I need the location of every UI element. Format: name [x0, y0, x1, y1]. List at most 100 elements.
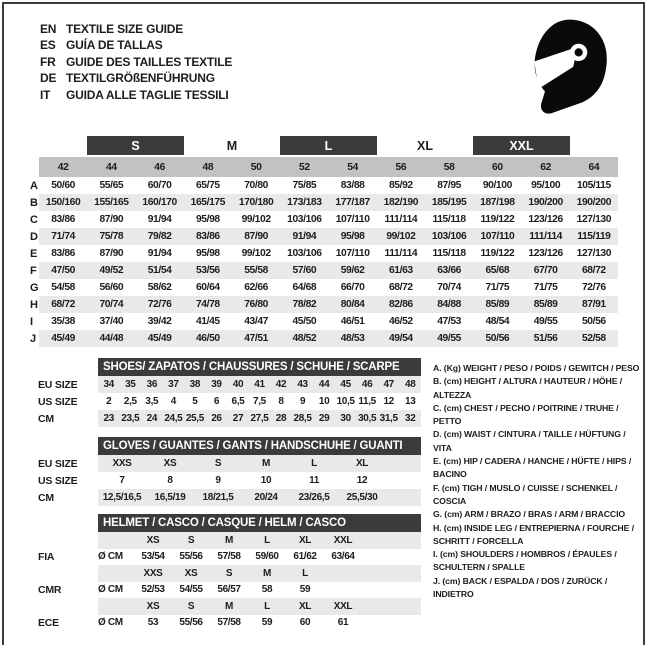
textile-size-table: S M L XL XXL 42 44 46 48 50 52 54 56 58 60 62 64 A 50/60 55…	[30, 136, 618, 347]
value-cell: 115/118	[432, 248, 466, 259]
size-header-cell: 58	[443, 161, 455, 173]
legend-item: E. (cm) HIP / CADERA / HANCHE / HÜFTE / …	[433, 456, 632, 480]
measurement-row: E 83/86 87/90 91/94 95/98 99/102 103/106 107/11…	[30, 245, 618, 262]
value-cell: 47/53	[437, 316, 462, 327]
value-cell: 46	[361, 379, 373, 390]
row-label: I	[30, 315, 34, 328]
legend-item: J. (cm) BACK / ESPALDA / DOS / ZURÜCK / …	[433, 575, 608, 600]
value-cell: 72/76	[581, 282, 606, 293]
value-cell: 49/55	[437, 333, 462, 344]
value-cell: 55/56	[179, 551, 203, 563]
size-header-cell: XL	[298, 600, 312, 612]
value-cell: 74/78	[195, 299, 220, 310]
language-code: DE	[40, 71, 57, 86]
value-cell: 51/56	[533, 333, 558, 344]
row-label: CM	[38, 491, 54, 504]
value-cell: 59/62	[340, 265, 365, 276]
value-cell: 3,5	[145, 396, 159, 407]
value-cell: 76/80	[244, 299, 269, 310]
value-cell: 34	[103, 379, 115, 390]
size-header-cell: 52	[299, 161, 310, 173]
value-cell: 10	[318, 396, 330, 407]
value-cell: 68/72	[581, 265, 606, 276]
size-group-m: M	[226, 138, 238, 153]
value-cell: 185/195	[431, 197, 467, 208]
value-cell: 44	[318, 379, 330, 390]
value-cell: 68/72	[51, 299, 76, 310]
value-cell: 55/65	[99, 180, 124, 191]
value-cell: 65/75	[195, 180, 220, 191]
value-cell: 63/66	[437, 265, 462, 276]
row-label: B	[30, 196, 38, 209]
value-cell: 103/106	[431, 231, 467, 242]
value-cell: 52/58	[581, 333, 606, 344]
size-header-cell: M	[225, 600, 233, 612]
value-cell: 18/21,5	[202, 492, 234, 503]
gloves-row: EU SIZE XXS XS S M L XL	[38, 455, 421, 472]
shoes-row: CM 23 23,5 24 24,5 25,5 26 27 27,5 28 28,5 29 30 30,5…	[38, 410, 421, 427]
value-cell: 111/114	[529, 231, 562, 242]
helmet-table-header: HELMET / CASCO / CASQUE / HELM / CASCO	[98, 514, 421, 532]
value-cell: 190/200	[576, 197, 612, 208]
size-group-xxl: XXL	[473, 136, 570, 155]
value-cell: 27	[232, 413, 244, 424]
value-cell: 52/53	[141, 584, 165, 596]
legend-item: C. (cm) CHEST / PECHO / POITRINE / TRUHE…	[433, 402, 619, 427]
value-cell: 66/70	[340, 282, 365, 293]
value-cell: 62/66	[244, 282, 269, 293]
size-header-cell: 54	[347, 161, 358, 173]
row-band: 54/58 56/60 58/62 60/64 62/66 64/68 66/70 68/72…	[39, 279, 618, 296]
helmet-value-row: CMR Ø CM 52/53 54/55 56/57 58 59	[38, 582, 421, 599]
value-cell: 29	[318, 413, 330, 424]
size-header-row: 42 44 46 48 50 52 54 56 58 60 62 64	[30, 157, 618, 177]
value-cell: 61/63	[388, 265, 413, 276]
value-cell: 65/68	[485, 265, 510, 276]
value-cell: 48/52	[292, 333, 317, 344]
value-cell: 50/60	[51, 180, 76, 191]
value-cell: 59/60	[255, 551, 279, 563]
value-cell: 173/183	[287, 197, 322, 208]
value-cell: 55/56	[179, 617, 203, 629]
value-cell: 127/130	[576, 214, 612, 225]
value-cell: 54/55	[179, 584, 203, 596]
size-header-cell: S	[225, 567, 233, 579]
helmet-table-body: XS S M L XL XXL FIA Ø CM 53/54 55/56 57/58 59/60 61/…	[38, 532, 421, 631]
value-cell: 127/130	[576, 248, 612, 259]
value-cell: 54/58	[51, 282, 76, 293]
size-header-cell: 64	[588, 161, 600, 173]
value-cell: 45/50	[292, 316, 317, 327]
row-band: XS S M L XL XXL	[98, 598, 421, 615]
value-cell: 85/89	[533, 299, 558, 310]
value-cell: L	[311, 458, 317, 469]
row-band: 68/72 70/74 72/76 74/78 76/80 78/82 80/84 82/86…	[39, 296, 618, 313]
gloves-table-header: GLOVES / GUANTES / GANTS / HANDSCHUHE / …	[98, 437, 421, 455]
value-cell: 150/160	[45, 197, 81, 208]
value-cell: 83/86	[51, 248, 76, 259]
size-header-cell: XS	[146, 600, 160, 612]
value-cell: 160/170	[142, 197, 177, 208]
value-cell: 25,5/30	[346, 492, 378, 503]
value-cell: 107/110	[335, 248, 370, 259]
row-band: Ø CM 52/53 54/55 56/57 58 59	[98, 582, 421, 599]
legend-item: H. (cm) INSIDE LEG / ENTREPIERNA / FOURC…	[433, 522, 634, 546]
measurement-row: H 68/72 70/74 72/76 74/78 76/80 78/82 80/84 82/8…	[30, 296, 618, 313]
size-header-cell: L	[302, 567, 308, 579]
value-cell: 71/75	[533, 282, 558, 293]
value-cell: 53/56	[195, 265, 220, 276]
value-cell: 123/126	[528, 248, 563, 259]
value-cell: 91/94	[147, 248, 172, 259]
helmet-icon	[534, 19, 607, 114]
value-cell: 48/54	[485, 316, 510, 327]
value-cell: 53/54	[141, 551, 165, 563]
value-cell: S	[214, 458, 222, 469]
value-cell: 11,5	[358, 396, 376, 407]
legend-item: A. (Kg) WEIGHT / PESO / POIDS / GEWITCH …	[433, 363, 640, 373]
unit-label: Ø CM	[98, 584, 123, 596]
row-band: 47/50 49/52 51/54 53/56 55/58 57/60 59/62 61/63…	[39, 262, 618, 279]
value-cell: 165/175	[190, 197, 226, 208]
value-cell: 46/51	[340, 316, 365, 327]
row-label: CMR	[38, 583, 62, 596]
value-cell: XL	[355, 458, 369, 469]
value-cell: 7	[119, 475, 125, 486]
value-cell: 64/68	[292, 282, 317, 293]
